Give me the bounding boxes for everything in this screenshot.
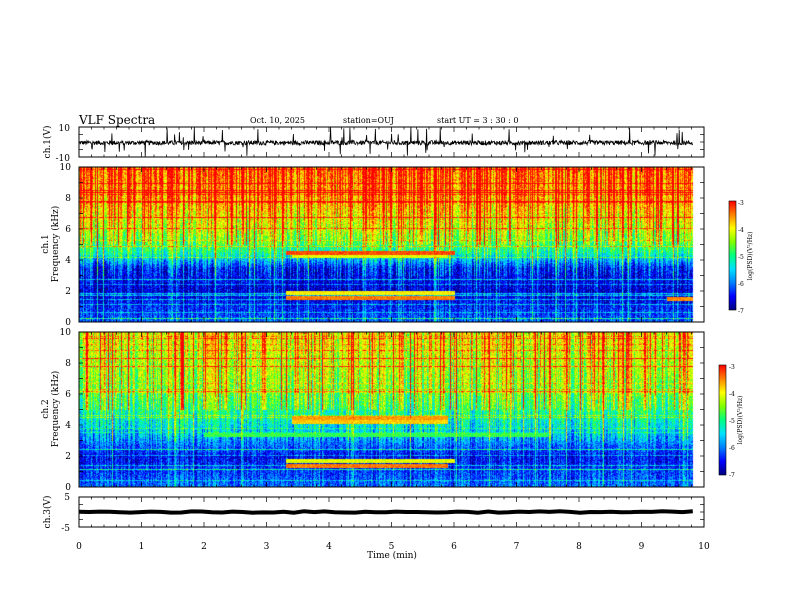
xtick-0: 0 [76, 542, 82, 552]
ch2-ytick-10: 10 [60, 328, 72, 338]
xtick-5: 5 [389, 542, 395, 552]
ch2-ytick-6: 6 [65, 390, 71, 400]
ch1-cbar-tick-m4: -4 [738, 227, 744, 234]
ch1-cbar-tick-m6: -6 [738, 281, 744, 288]
ch3-voltage-trace [78, 509, 693, 515]
ch2-ytick-0: 0 [65, 483, 71, 493]
xtick-6: 6 [451, 542, 457, 552]
xtick-8: 8 [576, 542, 582, 552]
ch1-ytick-6: 6 [65, 225, 71, 235]
ch1-ytick-4: 4 [65, 256, 71, 266]
ch1-ylabel-channel: ch.1 [41, 234, 51, 253]
ch1-ylabel-frequency: Frequency (kHz) [50, 206, 61, 283]
ch2-colorbar [718, 364, 727, 476]
time-axis-label: Time (min) [367, 550, 417, 561]
xtick-7: 7 [514, 542, 520, 552]
ch1-ytick-2: 2 [65, 287, 71, 297]
ch1-spectrogram-image [79, 167, 704, 322]
ch1-frequency-ticks: 0 2 4 6 8 10 [60, 163, 72, 328]
start-time-label: start UT = 3 : 30 : 0 [437, 116, 519, 125]
ch1-cbar-tick-m5: -5 [738, 254, 744, 261]
ch1-spectrogram-panel: 0 2 4 6 8 10 ch.1 Frequency (kHz) -3 -4 … [41, 163, 754, 328]
ch1-ytick-0: 0 [65, 318, 71, 328]
ch2-cbar-tick-m5: -5 [729, 418, 735, 425]
xtick-9: 9 [639, 542, 645, 552]
station-label: station=OUJ [343, 116, 394, 125]
ch1-ytick-10: 10 [60, 163, 72, 173]
xtick-2: 2 [201, 542, 207, 552]
ch2-ytick-2: 2 [65, 452, 71, 462]
ch3-ytick-bottom: -5 [61, 524, 70, 534]
axis-tick-marks [78, 126, 705, 528]
ch2-ytick-4: 4 [65, 421, 71, 431]
xtick-10: 10 [698, 542, 710, 552]
ch2-ylabel-frequency: Frequency (kHz) [50, 371, 61, 448]
ch2-cbar-tick-m4: -4 [729, 391, 735, 398]
ch1-voltage-trace [78, 126, 694, 157]
ch2-frequency-ticks: 0 2 4 6 8 10 [60, 328, 72, 493]
ch2-ytick-8: 8 [65, 359, 71, 369]
ch1-cbar-tick-m3: -3 [738, 200, 744, 207]
xtick-3: 3 [264, 542, 270, 552]
ch2-cbar-tick-m7: -7 [729, 472, 735, 479]
figure-title: VLF Spectra [79, 113, 156, 127]
ch2-colorbar-label: log(PSD)(V²/Hz) [737, 396, 744, 445]
ch1-ytick-top: 10 [59, 124, 71, 134]
ch3-ytick-top: 5 [64, 493, 70, 503]
ch3-voltage-ylabel: ch.3(V) [42, 496, 53, 529]
ch2-spectrogram-panel: 0 2 4 6 8 10 ch.2 Frequency (kHz) -3 -4 … [41, 328, 744, 493]
ch2-cbar-tick-m6: -6 [729, 445, 735, 452]
ch1-colorbar-label: log(PSD)(V²/Hz) [747, 232, 754, 281]
time-axis: 0 1 2 3 4 5 6 7 8 9 10 Time (min) [76, 542, 710, 561]
xtick-1: 1 [139, 542, 145, 552]
ch1-colorbar [728, 200, 737, 311]
ch2-cbar-tick-m3: -3 [729, 364, 735, 371]
ch2-ylabel-channel: ch.2 [41, 399, 51, 418]
xtick-4: 4 [326, 542, 332, 552]
date-label: Oct. 10, 2025 [250, 116, 305, 125]
ch1-ytick-bottom: -10 [56, 154, 71, 164]
ch1-ytick-8: 8 [65, 194, 71, 204]
ch1-cbar-tick-m7: -7 [738, 308, 744, 315]
ch2-spectrogram-image [79, 332, 704, 487]
ch1-voltage-ylabel: ch.1(V) [42, 126, 53, 159]
